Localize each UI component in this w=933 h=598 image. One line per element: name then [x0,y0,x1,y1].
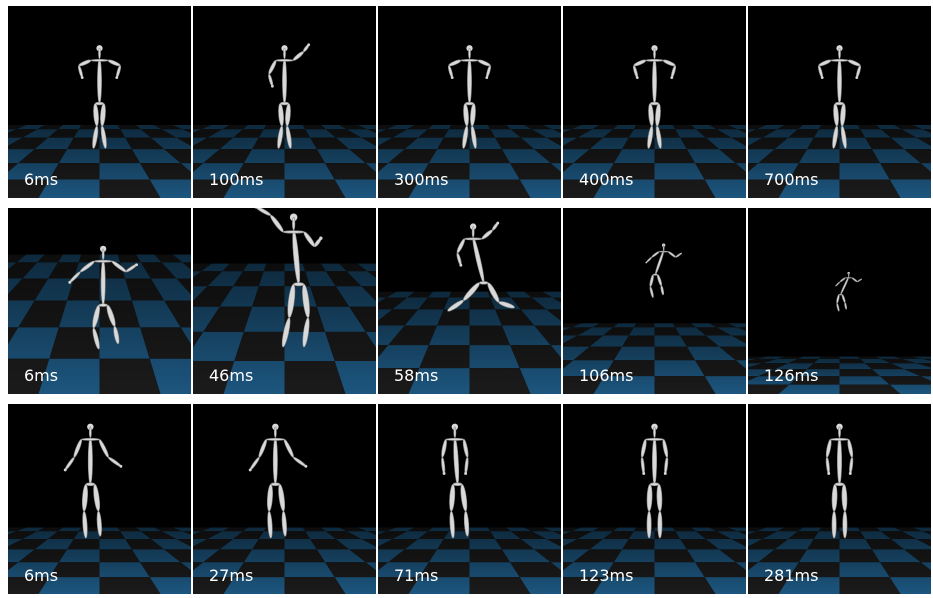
time-label: 71ms [394,566,439,585]
time-label: 106ms [579,366,634,385]
time-label: 46ms [209,366,254,385]
skeleton-figure [78,45,121,149]
time-label: 58ms [394,366,439,385]
skeleton-figure [268,43,311,149]
time-label: 281ms [764,566,819,585]
time-label: 6ms [24,366,59,385]
sequence-row-2: 6ms 46ms 58ms 106ms 126ms [8,208,931,394]
time-label: 300ms [394,170,449,189]
skeleton-figure [448,45,491,149]
skeleton-figure [835,271,862,312]
time-label: 100ms [209,170,264,189]
frame: 300ms [378,6,561,198]
skeleton-figure [68,245,138,350]
frame: 400ms [563,6,746,198]
time-label: 27ms [209,566,254,585]
skeleton-figure [645,243,682,298]
skeleton-figure [63,423,123,539]
frame: 100ms [193,6,376,198]
skeleton-figure [640,423,669,539]
time-label: 400ms [579,170,634,189]
frame: 126ms [748,208,931,394]
frame: 71ms [378,404,561,594]
frame: 27ms [193,404,376,594]
skeleton-figure [633,45,676,149]
frame: 123ms [563,404,746,594]
frame: 281ms [748,404,931,594]
time-label: 123ms [579,566,634,585]
frame: 700ms [748,6,931,198]
skeleton-figure [825,423,854,539]
skeleton-figure [254,208,323,348]
sequence-row-3: 6ms 27ms 71ms 123ms 281ms [8,404,931,594]
time-label: 6ms [24,170,59,189]
skeleton-figure [441,423,470,539]
skeleton-figure [248,423,308,539]
time-label: 6ms [24,566,59,585]
skeleton-figure [818,45,861,149]
skeleton-figure [447,221,515,312]
time-label: 700ms [764,170,819,189]
frame: 58ms [378,208,561,394]
sequence-row-1: 6ms 100ms 300ms 400ms 700ms [8,6,931,198]
time-label: 126ms [764,366,819,385]
frame: 106ms [563,208,746,394]
frame: 46ms [193,208,376,394]
frame: 6ms [8,6,191,198]
frame: 6ms [8,404,191,594]
frame: 6ms [8,208,191,394]
